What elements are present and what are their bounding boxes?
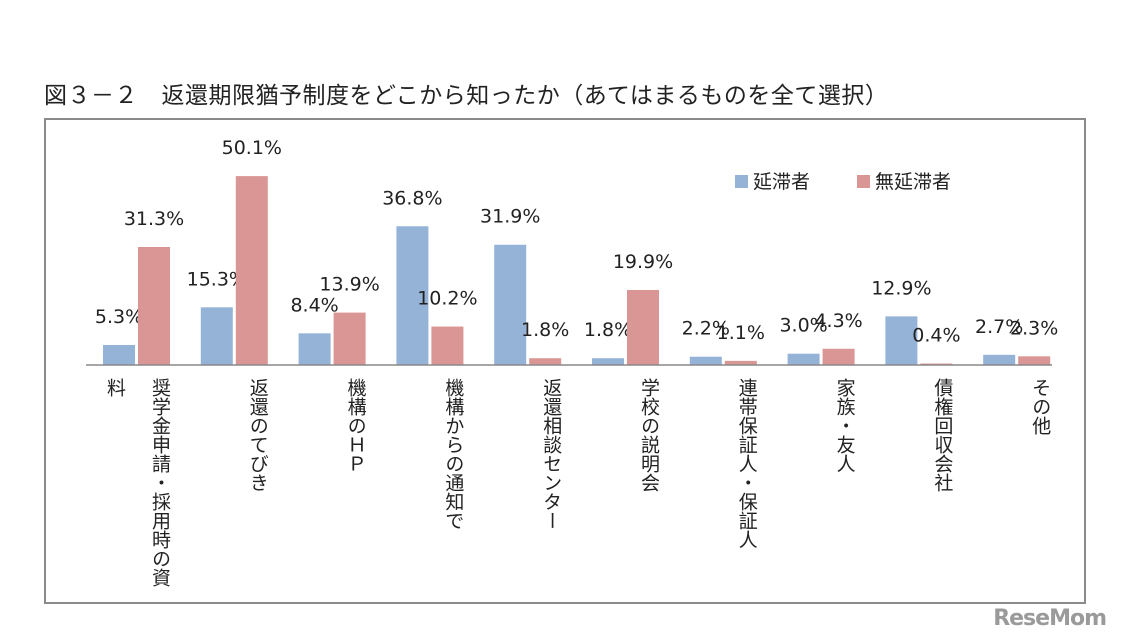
bar-non-delinquent <box>235 176 268 365</box>
chart-frame <box>44 118 1086 604</box>
bar-delinquent <box>103 345 135 365</box>
bar-non-delinquent <box>627 289 659 365</box>
bar-delinquent <box>592 358 624 365</box>
legend-label: 延滞者 <box>753 171 810 193</box>
category-label: 学校の説明会 <box>638 378 660 492</box>
category-label: 返還のてびき <box>246 378 269 492</box>
bar-non-delinquent <box>431 326 464 365</box>
bar-delinquent <box>689 356 722 365</box>
data-label: 5.3% <box>95 306 143 328</box>
data-label: 1.8% <box>521 319 569 341</box>
bar-delinquent <box>298 333 331 365</box>
resemom-logo: ReseMom <box>993 606 1107 631</box>
bar-non-delinquent <box>822 348 855 365</box>
data-label: 31.9% <box>480 206 540 228</box>
legend-swatch <box>735 175 748 188</box>
data-label: 13.9% <box>319 274 379 296</box>
data-label: 1.8% <box>584 319 632 341</box>
bar-delinquent <box>494 244 527 365</box>
bar-delinquent <box>983 354 1016 365</box>
data-label: 2.7% <box>975 316 1023 338</box>
category-label: 機構のＨＰ <box>344 378 367 473</box>
category-label: 機構からの通知で <box>442 378 465 530</box>
category-label: 家族・友人 <box>833 378 856 473</box>
bar-delinquent <box>396 226 429 365</box>
data-label: 15.3% <box>187 268 247 290</box>
category-label: 返還相談センター <box>540 378 563 530</box>
bar-delinquent <box>200 307 233 365</box>
data-label: 12.9% <box>871 277 931 299</box>
data-label: 2.3% <box>1010 317 1058 339</box>
data-label: 2.2% <box>682 318 730 340</box>
legend-swatch <box>857 175 870 188</box>
data-label: 10.2% <box>417 288 477 310</box>
data-label: 4.3% <box>814 310 862 332</box>
category-label: 連帯保証人・保証人 <box>735 378 758 549</box>
bar-delinquent <box>885 316 918 365</box>
data-label: 1.1% <box>717 322 765 344</box>
data-label: 19.9% <box>613 251 673 273</box>
category-label: 奨学金申請・採用時の資料 <box>104 378 171 587</box>
bar-delinquent <box>787 353 820 365</box>
data-label: 36.8% <box>382 187 442 209</box>
bar-non-delinquent <box>724 360 757 365</box>
data-label: 50.1% <box>222 137 282 159</box>
bar-non-delinquent <box>138 246 170 365</box>
bar-non-delinquent <box>920 363 953 365</box>
category-label: 債権回収会社 <box>931 378 954 492</box>
data-label: 31.3% <box>124 208 184 230</box>
data-label: 0.4% <box>912 324 960 346</box>
data-label: 3.0% <box>779 315 827 337</box>
bar-non-delinquent <box>529 358 562 365</box>
legend-label: 無延滞者 <box>875 171 951 193</box>
data-label: 8.4% <box>290 294 338 316</box>
bar-non-delinquent <box>1018 356 1051 365</box>
bar-non-delinquent <box>333 312 366 365</box>
category-label: その他 <box>1029 378 1052 435</box>
chart-title: 図３－２ 返還期限猶予制度をどこから知ったか（あてはまるものを全て選択） <box>44 83 889 109</box>
